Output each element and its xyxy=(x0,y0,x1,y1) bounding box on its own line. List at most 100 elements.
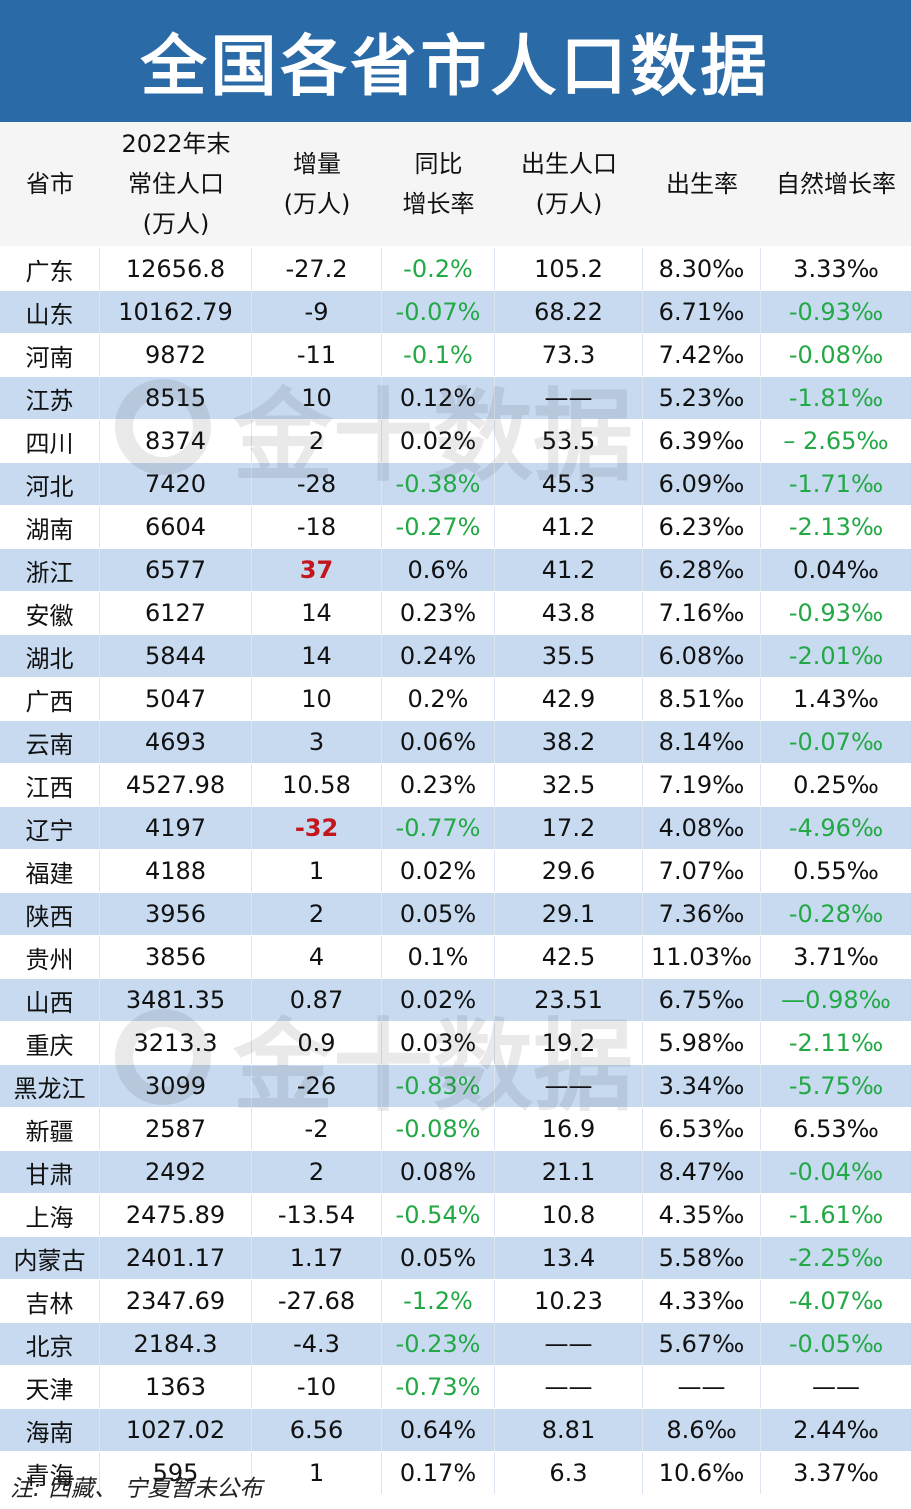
cell-growth-rate: 0.24% xyxy=(382,635,495,677)
cell-population: 6604 xyxy=(100,506,252,548)
cell-natural-growth: -4.07‰ xyxy=(788,1287,884,1315)
cell-province: 青海 xyxy=(0,1452,100,1494)
cell-growth-rate: 0.05% xyxy=(382,893,495,935)
cell-growth-rate: -0.38% xyxy=(382,463,495,505)
cell-births: 16.9 xyxy=(495,1108,643,1150)
cell-increase: -32 xyxy=(252,807,382,849)
page-title: 全国各省市人口数据 xyxy=(0,0,911,122)
cell-natural-growth: -2.13‰ xyxy=(788,513,884,541)
cell-province: 安徽 xyxy=(0,592,100,634)
cell-province: 广东 xyxy=(0,248,100,290)
cell-increase: 1 xyxy=(252,1452,382,1494)
cell-birth-rate: 6.75‰ xyxy=(643,979,761,1021)
cell-growth-rate: 0.06% xyxy=(382,721,495,763)
cell-births: 29.1 xyxy=(495,893,643,935)
cell-births: 6.3 xyxy=(495,1452,643,1494)
cell-birth-rate: 11.03‰ xyxy=(643,936,761,978)
cell-births: 29.6 xyxy=(495,850,643,892)
cell-increase: 1.17 xyxy=(252,1237,382,1279)
cell-natural-growth: -5.75‰ xyxy=(788,1072,884,1100)
cell-natural-growth: -2.25‰ xyxy=(788,1244,884,1272)
cell-growth-rate: -0.27% xyxy=(382,506,495,548)
cell-births: 10.23 xyxy=(495,1280,643,1322)
cell-births: —— xyxy=(495,1065,643,1107)
cell-births: 35.5 xyxy=(495,635,643,677)
cell-growth-rate: -0.07% xyxy=(382,291,495,333)
cell-birth-rate: 10.6‰ xyxy=(643,1452,761,1494)
header-population: 2022年末 常住人口 (万人) xyxy=(121,130,231,238)
cell-natural-growth: 2.44‰ xyxy=(793,1416,879,1444)
table-row: 甘肃 2492 2 0.08% 21.1 8.47‰ -0.04‰ xyxy=(0,1151,911,1194)
cell-population: 8374 xyxy=(100,420,252,462)
cell-population: 4197 xyxy=(100,807,252,849)
cell-birth-rate: 6.23‰ xyxy=(643,506,761,548)
cell-increase: 1 xyxy=(252,850,382,892)
cell-province: 内蒙古 xyxy=(0,1237,100,1279)
cell-increase: 10.58 xyxy=(252,764,382,806)
header-growth-rate: 同比 增长率 xyxy=(402,150,475,218)
cell-province: 海南 xyxy=(0,1409,100,1451)
cell-population: 6127 xyxy=(100,592,252,634)
cell-province: 河北 xyxy=(0,463,100,505)
cell-birth-rate: 7.07‰ xyxy=(643,850,761,892)
cell-birth-rate: —— xyxy=(643,1366,761,1408)
cell-births: 42.9 xyxy=(495,678,643,720)
cell-population: 3213.3 xyxy=(100,1022,252,1064)
cell-growth-rate: -0.08% xyxy=(382,1108,495,1150)
cell-increase: 3 xyxy=(252,721,382,763)
cell-province: 四川 xyxy=(0,420,100,462)
cell-natural-growth: – 2.65‰ xyxy=(783,427,889,455)
cell-growth-rate: 0.02% xyxy=(382,420,495,462)
cell-growth-rate: 0.12% xyxy=(382,377,495,419)
cell-natural-growth: -0.04‰ xyxy=(788,1158,884,1186)
cell-birth-rate: 4.35‰ xyxy=(643,1194,761,1236)
cell-birth-rate: 8.6‰ xyxy=(643,1409,761,1451)
cell-natural-growth: -1.61‰ xyxy=(788,1201,884,1229)
table-row: 广西 5047 10 0.2% 42.9 8.51‰ 1.43‰ xyxy=(0,678,911,721)
table-row: 山西 3481.35 0.87 0.02% 23.51 6.75‰ —0.98‰ xyxy=(0,979,911,1022)
cell-population: 3956 xyxy=(100,893,252,935)
cell-birth-rate: 7.36‰ xyxy=(643,893,761,935)
cell-growth-rate: 0.23% xyxy=(382,592,495,634)
cell-population: 4188 xyxy=(100,850,252,892)
cell-births: 41.2 xyxy=(495,549,643,591)
cell-growth-rate: -0.1% xyxy=(382,334,495,376)
cell-province: 山东 xyxy=(0,291,100,333)
cell-growth-rate: -0.54% xyxy=(382,1194,495,1236)
cell-growth-rate: 0.02% xyxy=(382,850,495,892)
cell-natural-growth: -0.07‰ xyxy=(788,728,884,756)
cell-province: 重庆 xyxy=(0,1022,100,1064)
cell-births: 13.4 xyxy=(495,1237,643,1279)
table-row: 天津 1363 -10 -0.73% —— —— —— xyxy=(0,1366,911,1409)
table-row: 河北 7420 -28 -0.38% 45.3 6.09‰ -1.71‰ xyxy=(0,463,911,506)
cell-natural-growth: -1.71‰ xyxy=(788,470,884,498)
table-row: 贵州 3856 4 0.1% 42.5 11.03‰ 3.71‰ xyxy=(0,936,911,979)
cell-increase: 10 xyxy=(252,678,382,720)
table-row: 辽宁 4197 -32 -0.77% 17.2 4.08‰ -4.96‰ xyxy=(0,807,911,850)
cell-birth-rate: 4.08‰ xyxy=(643,807,761,849)
table-row: 山东 10162.79 -9 -0.07% 68.22 6.71‰ -0.93‰ xyxy=(0,291,911,334)
table-row: 新疆 2587 -2 -0.08% 16.9 6.53‰ 6.53‰ xyxy=(0,1108,911,1151)
cell-births: 38.2 xyxy=(495,721,643,763)
cell-birth-rate: 6.28‰ xyxy=(643,549,761,591)
cell-province: 甘肃 xyxy=(0,1151,100,1193)
cell-increase: -11 xyxy=(252,334,382,376)
cell-increase: 14 xyxy=(252,592,382,634)
header-province: 省市 xyxy=(26,170,74,198)
cell-birth-rate: 5.67‰ xyxy=(643,1323,761,1365)
cell-births: 17.2 xyxy=(495,807,643,849)
header-natural-growth: 自然增长率 xyxy=(776,170,896,198)
cell-birth-rate: 6.09‰ xyxy=(643,463,761,505)
cell-births: 53.5 xyxy=(495,420,643,462)
cell-population: 1363 xyxy=(100,1366,252,1408)
table-row: 陕西 3956 2 0.05% 29.1 7.36‰ -0.28‰ xyxy=(0,893,911,936)
cell-growth-rate: 0.2% xyxy=(382,678,495,720)
cell-increase: 0.87 xyxy=(252,979,382,1021)
cell-increase: -4.3 xyxy=(252,1323,382,1365)
cell-population: 1027.02 xyxy=(100,1409,252,1451)
cell-births: 41.2 xyxy=(495,506,643,548)
table-row: 黑龙江 3099 -26 -0.83% —— 3.34‰ -5.75‰ xyxy=(0,1065,911,1108)
cell-province: 云南 xyxy=(0,721,100,763)
cell-births: —— xyxy=(495,1323,643,1365)
cell-births: 21.1 xyxy=(495,1151,643,1193)
